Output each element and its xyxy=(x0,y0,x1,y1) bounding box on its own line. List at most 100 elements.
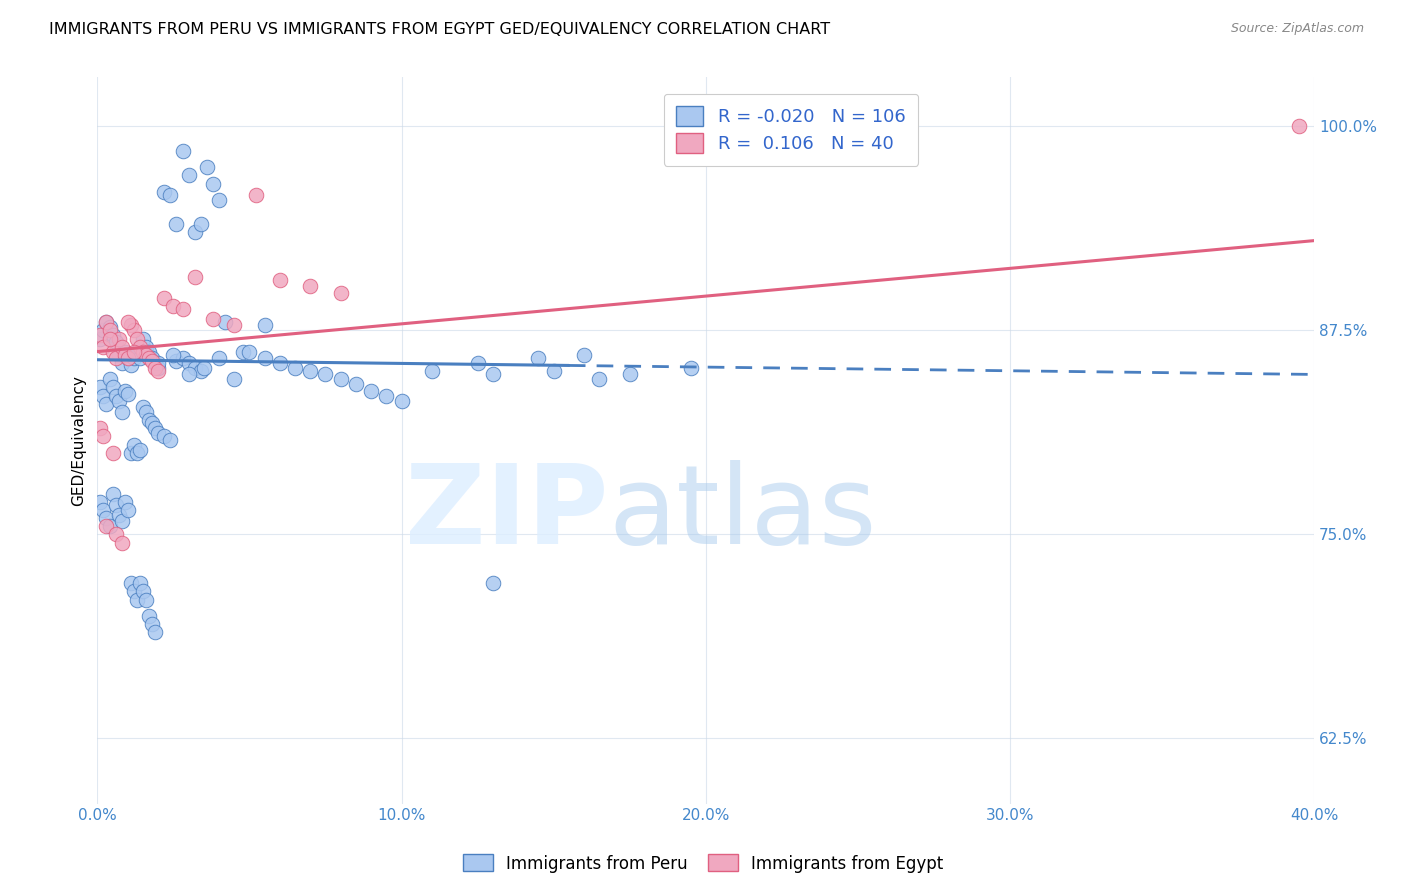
Legend: R = -0.020   N = 106, R =  0.106   N = 40: R = -0.020 N = 106, R = 0.106 N = 40 xyxy=(664,94,918,166)
Point xyxy=(177,169,200,183)
Point xyxy=(98,519,121,533)
Point xyxy=(143,360,166,375)
Point xyxy=(129,576,152,591)
Point xyxy=(208,351,231,365)
Point xyxy=(195,160,218,174)
Point xyxy=(162,348,184,362)
Point xyxy=(543,364,565,378)
Point xyxy=(98,320,121,334)
Point xyxy=(214,315,236,329)
Point xyxy=(104,498,127,512)
Point xyxy=(679,360,702,375)
Point xyxy=(1288,120,1310,134)
Point xyxy=(93,323,115,337)
Point xyxy=(177,356,200,370)
Point xyxy=(148,426,170,441)
Point xyxy=(253,351,276,365)
Point xyxy=(107,348,129,362)
Point xyxy=(208,193,231,207)
Point xyxy=(138,344,160,359)
Point xyxy=(98,332,121,346)
Point xyxy=(201,312,224,326)
Text: Source: ZipAtlas.com: Source: ZipAtlas.com xyxy=(1230,22,1364,36)
Point xyxy=(344,377,367,392)
Point xyxy=(588,372,610,386)
Point xyxy=(111,340,134,354)
Point xyxy=(101,486,124,500)
Point xyxy=(117,351,139,365)
Point xyxy=(420,364,443,378)
Point xyxy=(122,437,145,451)
Point xyxy=(391,393,413,408)
Point xyxy=(183,360,205,375)
Point xyxy=(148,356,170,370)
Point xyxy=(467,356,489,370)
Point xyxy=(138,609,160,624)
Point xyxy=(114,384,136,398)
Point xyxy=(107,332,129,346)
Point xyxy=(104,351,127,365)
Point xyxy=(96,519,118,533)
Point xyxy=(572,348,595,362)
Point xyxy=(143,625,166,640)
Text: atlas: atlas xyxy=(609,459,877,566)
Point xyxy=(284,360,307,375)
Point xyxy=(96,315,118,329)
Point xyxy=(125,332,148,346)
Point xyxy=(125,592,148,607)
Point xyxy=(375,389,398,403)
Point xyxy=(111,356,134,370)
Text: IMMIGRANTS FROM PERU VS IMMIGRANTS FROM EGYPT GED/EQUIVALENCY CORRELATION CHART: IMMIGRANTS FROM PERU VS IMMIGRANTS FROM … xyxy=(49,22,831,37)
Point xyxy=(153,429,176,443)
Point xyxy=(269,356,291,370)
Point xyxy=(114,348,136,362)
Point xyxy=(122,344,145,359)
Point xyxy=(299,279,322,293)
Point xyxy=(232,344,254,359)
Point xyxy=(104,334,127,349)
Point xyxy=(125,446,148,460)
Point xyxy=(93,389,115,403)
Point xyxy=(481,368,503,382)
Point xyxy=(101,328,124,343)
Point xyxy=(101,380,124,394)
Point xyxy=(98,323,121,337)
Point xyxy=(329,372,352,386)
Point xyxy=(527,351,550,365)
Point xyxy=(111,514,134,528)
Point xyxy=(141,351,163,365)
Point xyxy=(193,360,215,375)
Point xyxy=(183,269,205,284)
Point xyxy=(172,144,194,158)
Point xyxy=(129,351,152,365)
Point xyxy=(135,405,157,419)
Point xyxy=(107,508,129,522)
Point xyxy=(245,188,267,202)
Point xyxy=(172,351,194,365)
Point xyxy=(89,380,111,394)
Point xyxy=(153,185,176,199)
Point xyxy=(89,328,111,343)
Point xyxy=(201,177,224,191)
Point xyxy=(143,356,166,370)
Point xyxy=(177,368,200,382)
Point xyxy=(117,387,139,401)
Point xyxy=(114,344,136,359)
Point xyxy=(253,318,276,333)
Point xyxy=(141,354,163,368)
Point xyxy=(129,442,152,457)
Point xyxy=(125,344,148,359)
Point xyxy=(122,351,145,365)
Point xyxy=(138,413,160,427)
Point xyxy=(238,344,260,359)
Point xyxy=(93,340,115,354)
Point xyxy=(101,344,124,359)
Point xyxy=(129,340,152,354)
Point xyxy=(96,315,118,329)
Point xyxy=(111,535,134,549)
Point xyxy=(93,429,115,443)
Point xyxy=(481,576,503,591)
Point xyxy=(135,340,157,354)
Point xyxy=(122,323,145,337)
Point xyxy=(360,384,382,398)
